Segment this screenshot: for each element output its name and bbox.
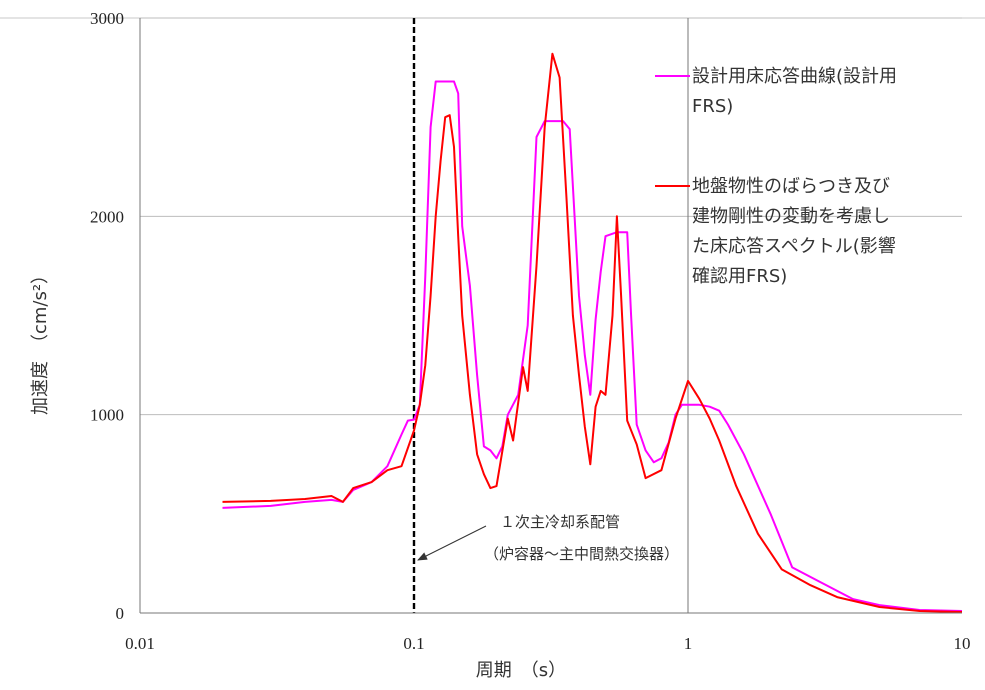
- legend-label-1: FRS): [692, 96, 733, 117]
- grid: [140, 17, 962, 613]
- annotation-arrow: [417, 525, 487, 561]
- y-tick-label: 2000: [90, 207, 124, 226]
- legend-label-2: 確認用FRS): [692, 266, 787, 287]
- annotation: １次主冷却系配管 （炉容器～主中間熱交換器）: [417, 513, 679, 563]
- ticks: 0 1000 2000 3000 0.01 0.1 1 10: [90, 9, 971, 653]
- legend-label-2: 地盤物性のばらつき及び: [692, 176, 890, 197]
- x-tick-label: 10: [954, 634, 971, 653]
- x-tick-label: 0.1: [403, 634, 424, 653]
- series-line-1: [222, 80, 963, 612]
- axes: [139, 18, 962, 614]
- annotation-label: （炉容器～主中間熱交換器）: [484, 545, 679, 563]
- legend-label-1: 設計用床応答曲線(設計用: [692, 66, 897, 87]
- legend-label-2: 建物剛性の変動を考慮し: [692, 206, 890, 227]
- annotation-label: １次主冷却系配管: [500, 513, 620, 531]
- y-tick-label: 0: [116, 604, 125, 623]
- y-tick-label: 3000: [90, 9, 124, 28]
- x-axis-title: 周期 （s）: [476, 660, 566, 681]
- legend: 設計用床応答曲線(設計用 FRS) 地盤物性のばらつき及び建物剛性の変動を考慮した床…: [655, 66, 897, 287]
- y-tick-label: 1000: [90, 406, 124, 425]
- series-line-2: [222, 52, 963, 613]
- x-tick-label: 0.01: [125, 634, 155, 653]
- legend-label-2: た床応答スペクトル(影響: [692, 236, 896, 257]
- series-layer: [222, 18, 963, 613]
- x-tick-label: 1: [684, 634, 693, 653]
- y-axis-title: 加速度 （cm/s²）: [30, 266, 51, 415]
